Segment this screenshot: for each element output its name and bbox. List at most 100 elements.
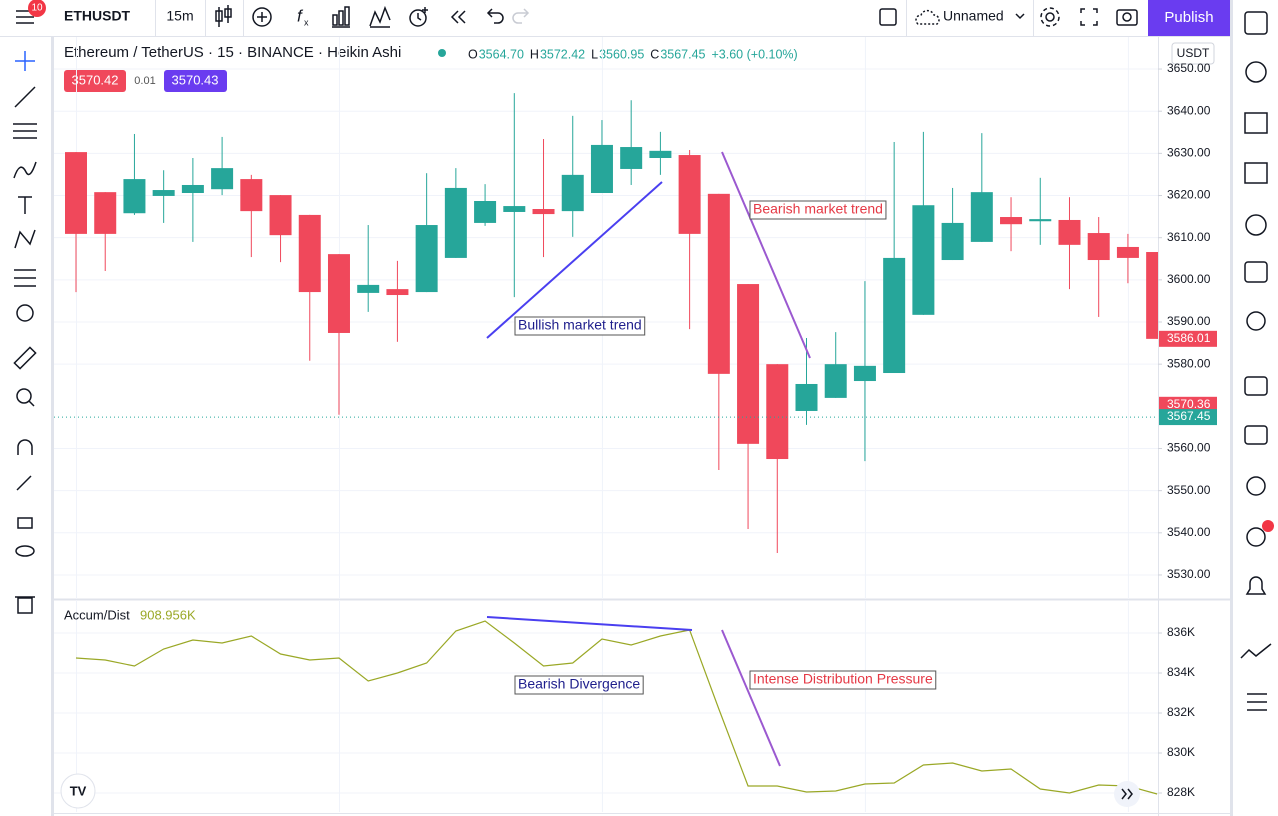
badge-count: 10: [31, 3, 43, 14]
bullish-trend-line[interactable]: [486, 181, 663, 339]
prediction-tool[interactable]: [14, 269, 36, 287]
chats-button[interactable]: [1244, 376, 1268, 396]
top-toolbar: 10 ETHUSDT 15m f x Unnamed Publish: [16, 0, 1230, 36]
y-tick-label: 834K: [1167, 665, 1195, 679]
templates-button[interactable]: [332, 6, 350, 28]
y-tick-label: 828K: [1167, 785, 1195, 799]
y-tick-label: 3550.00: [1167, 483, 1211, 497]
price-tag: [1159, 330, 1217, 347]
price-tag-label: 3570.36: [1167, 397, 1211, 411]
settings-button[interactable]: [1040, 7, 1060, 27]
divergence-line[interactable]: [486, 616, 693, 631]
indicator-value: 908.956K: [140, 607, 196, 622]
candle-body: [1029, 219, 1052, 222]
ohlc: O 3564.70 H 3572.42 L 3560.95 C 3567.45 +3.60 (+…: [468, 47, 798, 61]
annotation-text: Bullish market trend: [518, 317, 642, 333]
candle-body: [912, 205, 935, 315]
y-tick-label: 3630.00: [1167, 146, 1211, 160]
alerts-button[interactable]: [1245, 61, 1267, 83]
annotation-text: Bearish market trend: [753, 201, 883, 217]
icons-tool[interactable]: [16, 304, 34, 322]
snapshot-button[interactable]: [1116, 9, 1138, 26]
indicators-button[interactable]: f: [297, 6, 304, 25]
layout-name[interactable]: Unnamed: [943, 8, 1004, 24]
chart-legend-title: Ethereum / TetherUS · 15 · BINANCE · Hei…: [64, 44, 401, 61]
scroll-right-button[interactable]: [1114, 781, 1140, 807]
pattern-tool[interactable]: [14, 229, 36, 249]
interval[interactable]: 15m: [166, 8, 193, 24]
currency-box[interactable]: [1171, 42, 1215, 65]
candle-body: [766, 364, 789, 460]
lock-drawings-tool[interactable]: [16, 475, 32, 491]
candle-body: [853, 365, 876, 382]
notifications-button[interactable]: [1245, 576, 1267, 595]
y-tick-label: 832K: [1167, 705, 1195, 719]
lock-tool[interactable]: [17, 517, 33, 529]
candle-body: [941, 222, 964, 261]
hotlist-button[interactable]: [1245, 214, 1267, 236]
fullscreen-button[interactable]: [1080, 8, 1098, 26]
candle-body: [532, 209, 555, 215]
compare-button[interactable]: [252, 7, 272, 27]
alert-layout-button[interactable]: [369, 5, 391, 28]
svg-text:TV: TV: [70, 783, 87, 798]
ruler-tool[interactable]: [13, 346, 37, 370]
streams-button[interactable]: [1246, 476, 1266, 496]
alert-button[interactable]: [409, 7, 428, 27]
candle-body: [707, 193, 730, 374]
ohlc-open: 3564.70: [479, 47, 524, 61]
layout-dropdown[interactable]: [1015, 13, 1025, 20]
annotation-text: Intense Distribution Pressure: [753, 671, 933, 687]
annotation-box: [514, 316, 646, 336]
fullscreen-layout-button[interactable]: [879, 8, 897, 26]
price-tag: [1159, 396, 1217, 413]
bid-box[interactable]: [64, 70, 126, 92]
trendline-tool[interactable]: [14, 86, 36, 108]
candle-body: [678, 155, 701, 234]
ask-box[interactable]: [164, 70, 227, 92]
candle-body: [94, 192, 117, 234]
live-button[interactable]: [1246, 527, 1266, 547]
right-border: [1230, 0, 1233, 816]
watchlist-button[interactable]: [1244, 11, 1268, 35]
trading-button[interactable]: [1240, 643, 1272, 659]
ideas-button[interactable]: [1246, 311, 1266, 331]
news-button[interactable]: [1244, 112, 1268, 134]
brush-tool[interactable]: [13, 161, 37, 179]
indicators-x: x: [304, 17, 309, 27]
publish-button[interactable]: [1148, 0, 1230, 36]
zoom-tool[interactable]: [16, 388, 35, 407]
ohlc-l-label: L: [591, 47, 598, 61]
redo-button[interactable]: [512, 8, 530, 24]
y-tick-label: 3530.00: [1167, 567, 1211, 581]
data-window-button[interactable]: [1244, 162, 1268, 184]
candle-body: [444, 187, 467, 258]
candle-body: [620, 147, 643, 169]
undo-button[interactable]: [486, 8, 504, 24]
candle-body: [1058, 219, 1081, 245]
magnet-tool[interactable]: [17, 439, 33, 455]
fib-tool[interactable]: [13, 123, 37, 139]
annotation-box: [749, 200, 887, 220]
candle-body: [211, 168, 234, 190]
ohlc-h-label: H: [530, 47, 539, 61]
candle-body: [824, 364, 847, 398]
delete-tool[interactable]: [15, 596, 35, 614]
candle-body: [1146, 252, 1158, 339]
chart-type-button[interactable]: [215, 5, 232, 27]
replay-button[interactable]: [450, 10, 466, 24]
dom-button[interactable]: [1247, 693, 1267, 711]
calendar-button[interactable]: [1244, 261, 1268, 283]
publish-label: Publish: [1164, 9, 1213, 26]
hide-tool[interactable]: [15, 545, 35, 557]
crosshair-tool[interactable]: [15, 51, 35, 71]
text-tool[interactable]: [18, 196, 32, 214]
left-toolbar: [13, 51, 37, 614]
distribution-line[interactable]: [721, 629, 781, 767]
messages-button[interactable]: [1244, 425, 1268, 445]
bearish-trend-line[interactable]: [721, 151, 811, 359]
symbol[interactable]: ETHUSDT: [64, 8, 131, 24]
y-tick-label: 836K: [1167, 625, 1195, 639]
y-tick-label: 3560.00: [1167, 441, 1211, 455]
y-tick-label: 3610.00: [1167, 230, 1211, 244]
